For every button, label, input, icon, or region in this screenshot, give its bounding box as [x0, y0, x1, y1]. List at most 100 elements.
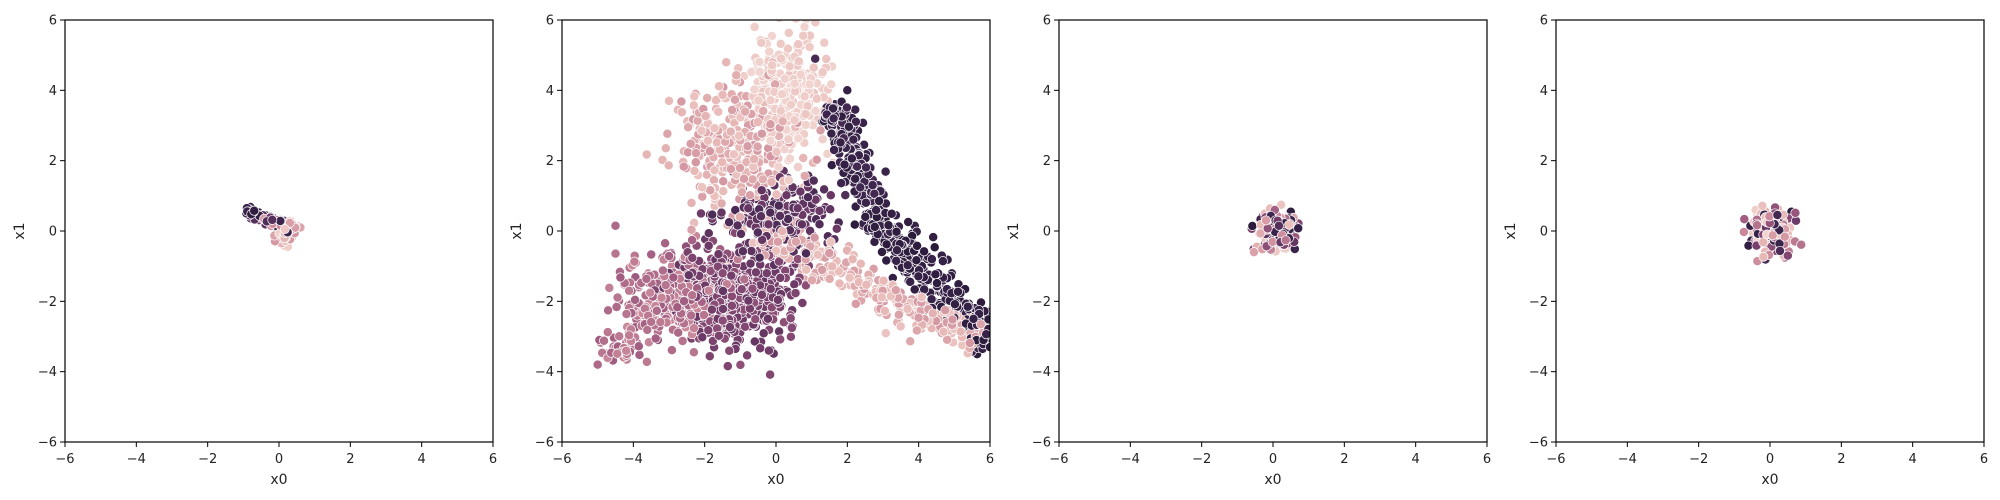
scatter-point — [705, 266, 716, 276]
scatter-point — [703, 240, 714, 251]
scatter-point — [775, 272, 786, 283]
scatter-point — [953, 286, 963, 297]
scatter-point — [821, 54, 832, 64]
scatter-point — [746, 246, 757, 256]
scatter-point — [826, 79, 837, 90]
scatter-point — [812, 249, 823, 260]
scatter-point — [891, 226, 902, 237]
x-tick-label: −4 — [1121, 452, 1140, 467]
scatter-point — [926, 254, 937, 265]
scatter-point — [765, 135, 776, 146]
scatter-point — [938, 326, 949, 337]
scatter-point — [676, 96, 687, 107]
scatter-point — [725, 126, 736, 137]
scatter-point — [799, 171, 810, 181]
scatter-point — [786, 322, 797, 333]
scatter-point — [1775, 245, 1785, 256]
scatter-point — [686, 197, 697, 208]
y-tick-label: 0 — [49, 225, 57, 240]
scatter-point — [612, 292, 623, 303]
scatter-point — [968, 313, 979, 324]
scatter-point — [903, 217, 914, 227]
scatter-point — [942, 334, 953, 345]
scatter-point — [774, 20, 784, 23]
scatter-point — [691, 148, 701, 159]
scatter-point — [744, 303, 755, 314]
scatter-point — [739, 173, 749, 184]
scatter-point — [690, 157, 701, 168]
scatter-panel-1: −6 −4 −2 0 2 4 6 −6 −4 −2 0 2 4 6 x0 x1 — [12, 14, 497, 489]
scatter-point — [688, 347, 699, 358]
scatter-point — [1782, 250, 1793, 261]
scatter-point — [1280, 235, 1291, 246]
scatter-point — [783, 134, 794, 145]
scatter-point — [801, 248, 811, 259]
x-axis-label: x0 — [1761, 472, 1778, 488]
scatter-point — [962, 301, 973, 312]
y-tick-label: 6 — [1043, 14, 1051, 29]
scatter-point — [926, 294, 937, 305]
scatter-point — [765, 369, 776, 380]
scatter-point — [615, 272, 626, 283]
scatter-point — [834, 278, 845, 289]
scatter-point — [1262, 223, 1273, 234]
scatter-point — [790, 288, 801, 299]
scatter-point — [793, 56, 804, 67]
x-tick-label: 4 — [915, 452, 923, 467]
scatter-point — [798, 30, 809, 41]
scatter-point — [707, 209, 718, 220]
scatter-point — [927, 308, 938, 319]
scatter-point — [841, 102, 852, 113]
scatter-point — [696, 208, 706, 219]
scatter-point — [767, 60, 778, 71]
scatter-point — [730, 94, 740, 105]
x-axis-label: x0 — [767, 472, 784, 488]
scatter-point — [1772, 210, 1783, 220]
scatter-point — [913, 312, 924, 323]
scatter-point — [763, 345, 774, 356]
scatter-point — [629, 256, 640, 267]
scatter-point — [651, 305, 662, 316]
scatter-point — [793, 39, 804, 50]
scatter-point — [801, 264, 812, 275]
scatter-point — [777, 226, 788, 237]
y-tick-label: 4 — [546, 84, 554, 99]
scatter-point — [819, 37, 830, 48]
scatter-point — [809, 232, 820, 243]
scatter-point — [785, 313, 796, 324]
scatter-point — [874, 196, 885, 206]
scatter-point — [736, 284, 747, 295]
scatter-point — [732, 220, 743, 231]
scatter-point — [663, 160, 674, 171]
scatter-point — [685, 138, 696, 149]
scatter-point — [756, 37, 767, 48]
scatter-point — [795, 69, 806, 80]
scatter-point — [919, 246, 930, 257]
scatter-point — [745, 190, 755, 201]
scatter-point — [905, 276, 916, 287]
scatter-point — [825, 204, 836, 215]
x-tick-label: −4 — [624, 452, 643, 467]
scatter-point — [650, 333, 661, 344]
scatter-point — [867, 180, 878, 191]
scatter-point — [912, 240, 923, 251]
scatter-point — [724, 345, 735, 356]
scatter-point — [716, 198, 727, 209]
x-tick-label: −6 — [55, 452, 74, 467]
scatter-point — [727, 105, 738, 115]
y-tick-label: −2 — [535, 295, 554, 310]
scatter-point — [668, 272, 679, 283]
scatter-point — [789, 279, 800, 290]
scatter-point — [757, 234, 768, 245]
scatter-point — [765, 283, 776, 294]
scatter-point — [711, 137, 722, 148]
x-tick-label: 6 — [1980, 452, 1988, 467]
scatter-point — [641, 149, 652, 160]
y-tick-label: −2 — [38, 295, 57, 310]
scatter-points — [241, 202, 306, 252]
scatter-panel-2: −6 −4 −2 0 2 4 6 −6 −4 −2 0 2 4 6 x0 x1 — [509, 14, 994, 489]
x-tick-label: −4 — [1618, 452, 1637, 467]
scatter-point — [657, 265, 668, 276]
x-tick-label: 2 — [1340, 452, 1348, 467]
scatter-point — [808, 175, 819, 186]
